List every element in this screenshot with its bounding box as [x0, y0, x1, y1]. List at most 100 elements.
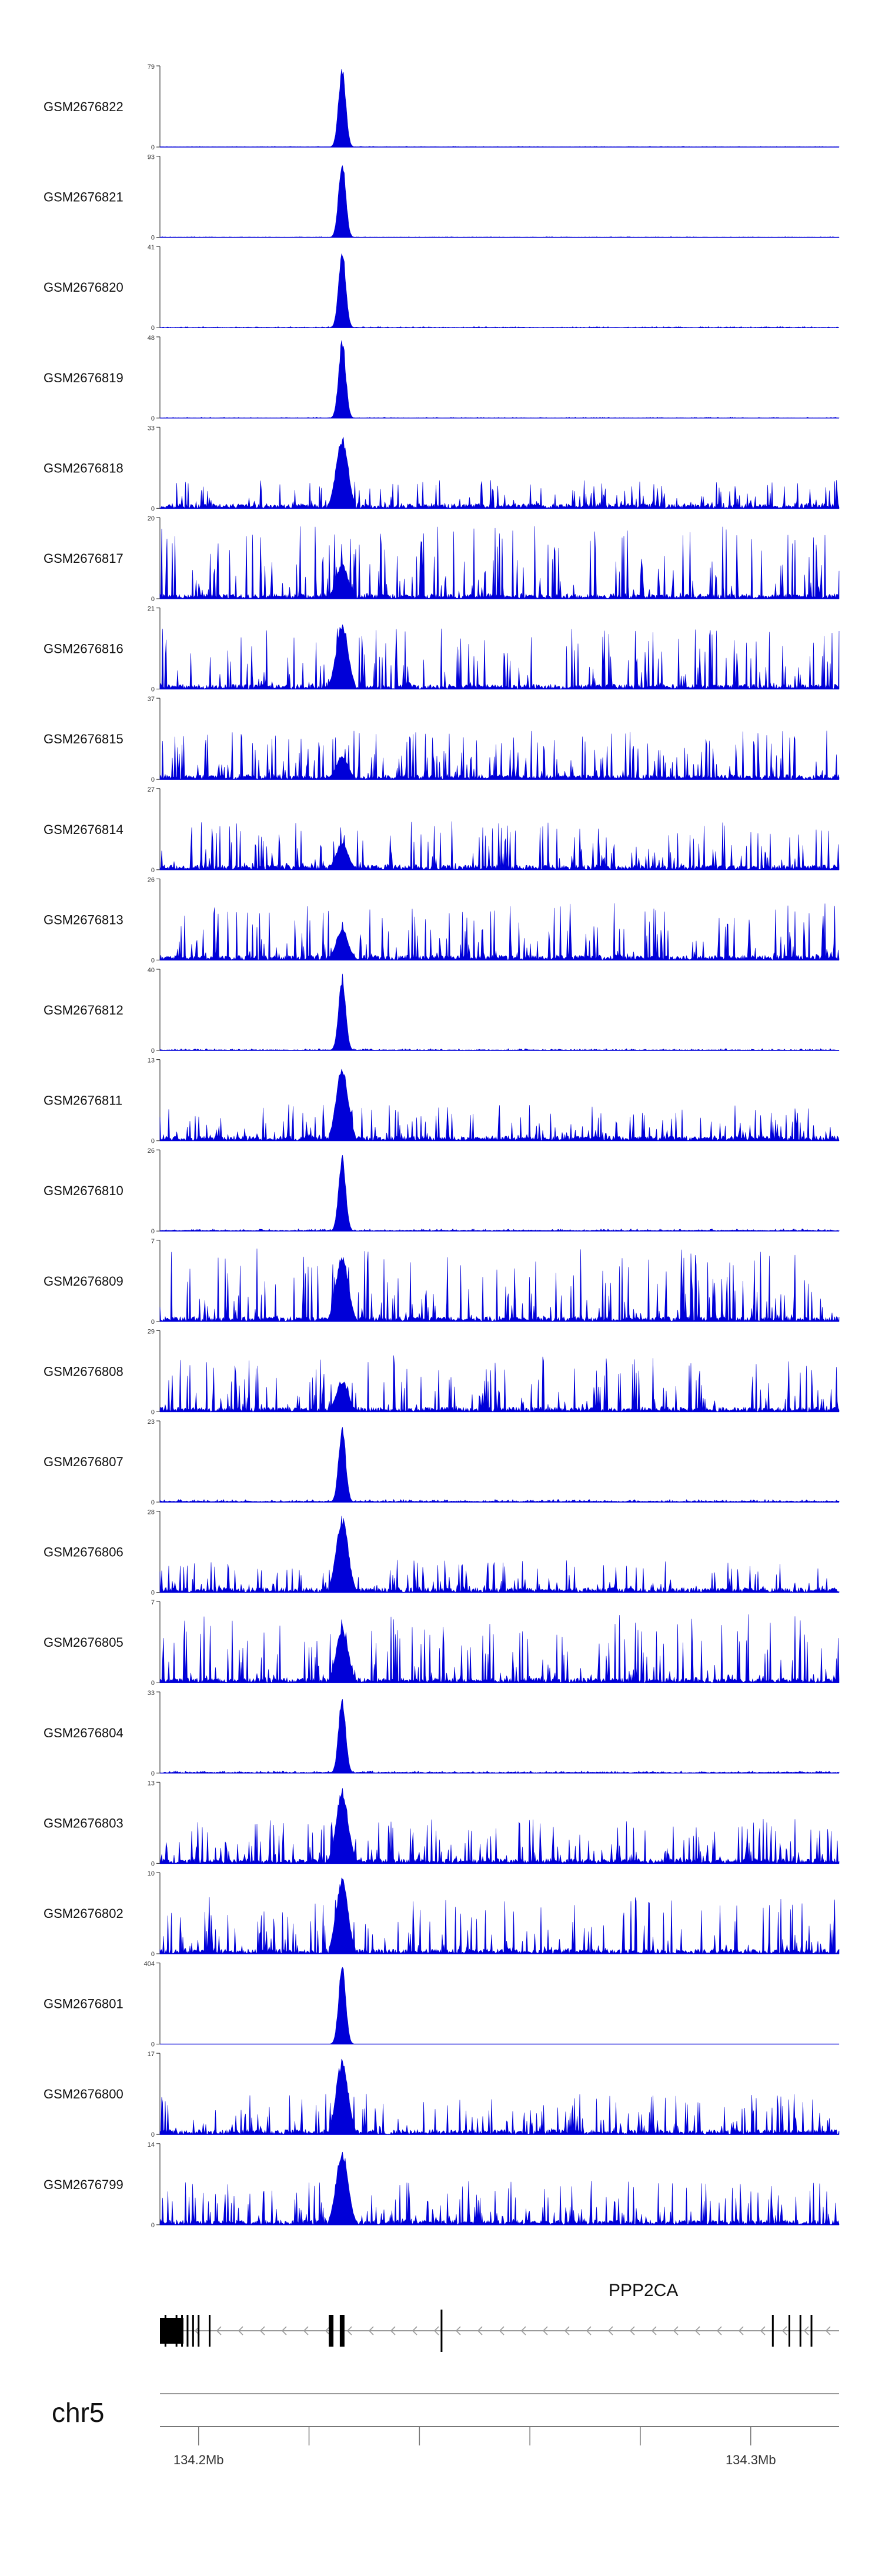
y-min-label: 0 — [151, 1319, 155, 1326]
coverage-area — [159, 730, 840, 780]
track-GSM2676821: GSM2676821 93 0 — [44, 154, 840, 242]
track-GSM2676814: GSM2676814 27 0 — [44, 786, 840, 874]
gene-exons — [160, 2310, 813, 2352]
strand-chevron — [781, 2326, 787, 2335]
track-label: GSM2676818 — [44, 461, 123, 475]
strand-chevron — [259, 2326, 265, 2335]
track-label: GSM2676804 — [44, 1726, 123, 1740]
y-min-label: 0 — [151, 505, 155, 512]
strand-chevron — [651, 2326, 657, 2335]
strand-chevron — [607, 2326, 613, 2335]
y-max-label: 93 — [148, 154, 155, 161]
coverage-area — [159, 1248, 840, 1322]
track-label: GSM2676812 — [44, 1003, 123, 1017]
y-max-label: 21 — [148, 606, 155, 613]
coverage-area — [159, 1069, 840, 1142]
x-axis-ticks: 134.2Mb 134.3Mb — [173, 2427, 776, 2467]
y-min-label: 0 — [151, 2041, 155, 2048]
y-max-label: 48 — [148, 335, 155, 342]
y-max-label: 10 — [148, 1870, 155, 1877]
track-GSM2676811: GSM2676811 13 0 — [44, 1057, 840, 1145]
gene-exon — [440, 2310, 443, 2352]
strand-chevron — [412, 2326, 417, 2335]
y-min-label: 0 — [151, 1951, 155, 1958]
strand-chevron — [803, 2326, 809, 2335]
strand-chevron — [368, 2326, 374, 2335]
gene-exon — [788, 2315, 790, 2347]
coverage-area — [159, 2058, 840, 2135]
y-max-label: 29 — [148, 1328, 155, 1335]
coverage-area — [159, 1788, 840, 1864]
track-label: GSM2676815 — [44, 732, 123, 746]
track-label: GSM2676820 — [44, 280, 123, 295]
track-GSM2676809: GSM2676809 7 0 — [44, 1238, 840, 1326]
y-max-label: 7 — [151, 1238, 155, 1245]
ideogram-axis: chr5 134.2Mb 134.3Mb — [52, 2393, 839, 2467]
strand-chevron — [629, 2326, 635, 2335]
strand-chevron — [346, 2326, 352, 2335]
coverage-area — [159, 1699, 840, 1774]
y-min-label: 0 — [151, 144, 155, 151]
y-min-label: 0 — [151, 1680, 155, 1687]
strand-chevron — [499, 2326, 505, 2335]
strand-chevron — [694, 2326, 700, 2335]
chromosome-label: chr5 — [52, 2397, 104, 2428]
gene-exon — [341, 2315, 343, 2347]
strand-chevron — [281, 2326, 287, 2335]
coverage-area — [159, 2151, 840, 2225]
y-min-label: 0 — [151, 1860, 155, 1867]
gene-exon — [329, 2315, 334, 2347]
track-label: GSM2676822 — [44, 99, 123, 114]
y-max-label: 27 — [148, 786, 155, 793]
track-label: GSM2676816 — [44, 642, 123, 656]
y-max-label: 26 — [148, 876, 155, 883]
coverage-area — [159, 1355, 840, 1413]
y-max-label: 13 — [148, 1780, 155, 1787]
coverage-area — [159, 1155, 840, 1232]
track-GSM2676822: GSM2676822 79 0 — [44, 64, 840, 151]
coverage-area — [159, 253, 840, 328]
gene-exon — [160, 2318, 183, 2344]
track-label: GSM2676805 — [44, 1635, 123, 1650]
coverage-area — [159, 340, 840, 419]
gene-exon — [192, 2315, 194, 2347]
gene-exon — [810, 2315, 813, 2347]
gene-label: PPP2CA — [609, 2281, 678, 2300]
track-label: GSM2676817 — [44, 551, 123, 566]
track-GSM2676818: GSM2676818 33 0 — [44, 425, 840, 512]
track-GSM2676806: GSM2676806 28 0 — [44, 1509, 840, 1597]
gene-exon — [181, 2315, 183, 2347]
y-min-label: 0 — [151, 1138, 155, 1145]
strand-chevron — [738, 2326, 744, 2335]
strand-chevron — [520, 2326, 526, 2335]
gene-exon — [799, 2315, 801, 2347]
coverage-area — [159, 1427, 840, 1503]
coverage-area — [159, 903, 840, 961]
track-label: GSM2676821 — [44, 190, 123, 205]
y-max-label: 17 — [148, 2051, 155, 2058]
coverage-area — [159, 1877, 840, 1954]
y-max-label: 7 — [151, 1599, 155, 1606]
y-max-label: 40 — [148, 967, 155, 974]
coverage-area — [159, 526, 840, 600]
y-max-label: 14 — [148, 2141, 155, 2148]
y-max-label: 26 — [148, 1147, 155, 1154]
track-GSM2676812: GSM2676812 40 0 — [44, 967, 840, 1055]
track-GSM2676810: GSM2676810 26 0 — [44, 1147, 840, 1235]
gene-exon — [209, 2315, 211, 2347]
x-tick-label: 134.3Mb — [726, 2452, 776, 2467]
track-label: GSM2676801 — [44, 1997, 123, 2011]
strand-chevron — [586, 2326, 592, 2335]
coverage-area — [159, 973, 840, 1051]
track-label: GSM2676806 — [44, 1545, 123, 1560]
strand-chevron — [325, 2326, 330, 2335]
gene-exon — [186, 2315, 189, 2347]
y-max-label: 33 — [148, 1690, 155, 1697]
strand-chevron — [477, 2326, 483, 2335]
track-GSM2676801: GSM2676801 404 0 — [44, 1961, 840, 2048]
y-min-label: 0 — [151, 1409, 155, 1416]
y-max-label: 37 — [148, 696, 155, 703]
strand-chevron — [216, 2326, 222, 2335]
strand-chevron — [238, 2326, 243, 2335]
gene-exon — [771, 2315, 774, 2347]
